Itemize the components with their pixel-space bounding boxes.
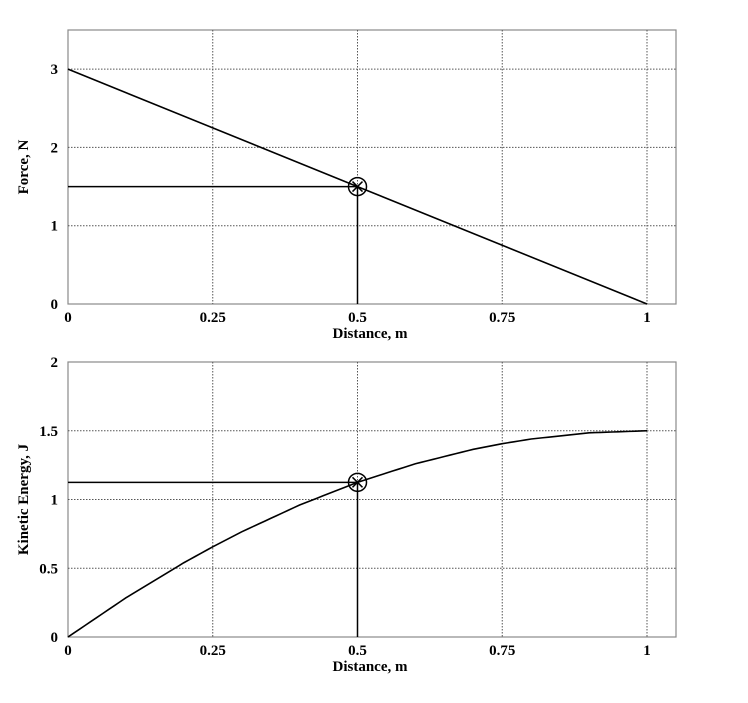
y-tick-label: 0.5 xyxy=(39,561,58,577)
y-tick-label: 3 xyxy=(51,62,59,78)
kinetic-energy-plot: 0 0.25 0.5 0.75 1 0 0.5 1 1.5 2 Distance, m Kinetic… xyxy=(16,355,677,675)
y-tick-label: 1 xyxy=(51,493,59,509)
marker-x-icon xyxy=(351,476,364,488)
marker-x-icon xyxy=(351,181,364,193)
x-tick-label: 0.5 xyxy=(348,643,367,659)
y-tick-label: 0 xyxy=(51,297,59,313)
x-tick-label: 0.5 xyxy=(348,310,367,326)
y-tick-label: 0 xyxy=(51,630,59,646)
x-tick-label: 0 xyxy=(64,643,72,659)
x-tick-label: 1 xyxy=(643,310,651,326)
x-axis-label: Distance, m xyxy=(333,659,408,675)
x-tick-label: 0.75 xyxy=(489,310,515,326)
y-tick-label: 1 xyxy=(51,219,59,235)
y-axis-label: Force, N xyxy=(16,139,32,194)
y-axis-label: Kinetic Energy, J xyxy=(16,443,32,555)
x-axis-label: Distance, m xyxy=(333,326,408,342)
y-tick-label: 2 xyxy=(51,140,59,156)
marker-circle-icon xyxy=(347,472,368,493)
x-tick-label: 0.75 xyxy=(489,643,515,659)
y-tick-label: 2 xyxy=(51,355,59,371)
x-tick-label: 0.25 xyxy=(200,643,226,659)
x-tick-label: 1 xyxy=(643,643,651,659)
x-tick-label: 0.25 xyxy=(200,310,226,326)
y-tick-label: 1.5 xyxy=(39,424,58,440)
force-plot: 0 0.25 0.5 0.75 1 0 1 2 3 Distance, m Force, N xyxy=(16,29,677,342)
plot-frame xyxy=(67,29,677,305)
marker-circle-icon xyxy=(347,176,368,197)
x-tick-label: 0 xyxy=(64,310,72,326)
